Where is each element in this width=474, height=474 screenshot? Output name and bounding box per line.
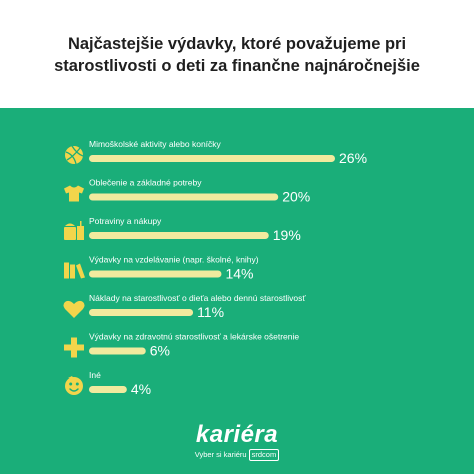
category-label: Potraviny a nákupy	[89, 216, 162, 226]
header: Najčastejšie výdavky, ktoré považujeme p…	[0, 0, 474, 108]
bar	[89, 232, 269, 239]
volleyball-icon	[65, 145, 84, 165]
bar	[89, 155, 335, 162]
books-icon	[64, 262, 85, 279]
medical-cross-icon	[64, 337, 84, 358]
heart-icon	[63, 300, 85, 318]
value-label: 14%	[225, 266, 253, 282]
category-label: Výdavky na vzdelávanie (napr. školné, kn…	[89, 255, 259, 265]
value-label: 26%	[339, 150, 367, 166]
tshirt-icon	[64, 185, 84, 202]
title-line-2: starostlivosti o deti za finančne najnár…	[54, 57, 420, 75]
value-label: 4%	[131, 381, 151, 397]
category-label: Oblečenie a základné potreby	[89, 178, 202, 188]
page-title: Najčastejšie výdavky, ktoré považujeme p…	[0, 33, 474, 77]
category-label: Mimoškolské aktivity alebo koníčky	[89, 139, 222, 149]
bar	[89, 386, 127, 393]
kariera-logo: kariéra Vyber si kariéru srdcom	[0, 422, 474, 461]
value-label: 11%	[197, 304, 224, 320]
logo-badge: srdcom	[248, 449, 280, 461]
bar	[89, 309, 194, 316]
category-label: Iné	[89, 370, 101, 380]
bar	[89, 193, 279, 201]
logo-tagline-row: Vyber si kariéru srdcom	[0, 449, 474, 461]
food-icon	[64, 221, 84, 240]
value-label: 6%	[150, 343, 170, 359]
category-label: Výdavky na zdravotnú starostlivosť a lek…	[89, 332, 299, 342]
title-line-1: Najčastejšie výdavky, ktoré považujeme p…	[67, 35, 407, 53]
bar	[89, 347, 146, 355]
bar	[89, 270, 222, 278]
smiley-icon	[65, 376, 83, 395]
logo-tagline: Vyber si kariéru	[194, 450, 247, 459]
value-label: 20%	[282, 189, 310, 205]
logo-wordmark: kariéra	[195, 421, 279, 448]
category-label: Náklady na starostlivosť o dieťa alebo d…	[89, 293, 306, 303]
value-label: 19%	[273, 227, 301, 243]
